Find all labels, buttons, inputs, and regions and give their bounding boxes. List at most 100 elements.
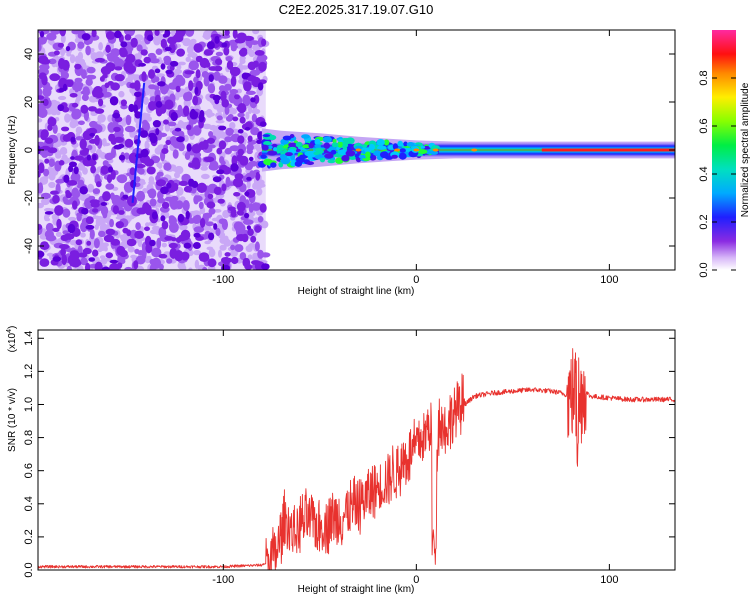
noise-speckle (149, 134, 158, 144)
noise-speckle (169, 60, 179, 67)
noise-speckle (118, 210, 125, 215)
noise-speckle (136, 44, 143, 52)
y-tick-label: 0.8 (23, 430, 35, 445)
noise-speckle (109, 262, 120, 270)
noise-speckle (203, 49, 214, 56)
noise-speckle (194, 259, 200, 269)
noise-speckle (134, 230, 145, 239)
noise-speckle (161, 220, 169, 230)
noise-speckle (142, 115, 150, 121)
noise-speckle (90, 112, 98, 116)
noise-speckle (58, 87, 65, 93)
band-hotspot (471, 148, 478, 152)
noise-speckle (244, 126, 251, 131)
noise-speckle (48, 158, 55, 167)
noise-speckle (190, 108, 196, 118)
noise-speckle (62, 59, 70, 71)
noise-speckle (136, 190, 146, 202)
noise-speckle (239, 155, 249, 166)
noise-speckle (172, 149, 179, 159)
noise-speckle (174, 91, 180, 101)
noise-speckle (94, 91, 104, 99)
noise-speckle (122, 194, 129, 199)
noise-speckle (218, 125, 227, 131)
noise-speckle (224, 147, 232, 155)
noise-speckle (216, 115, 223, 121)
noise-speckle (91, 30, 97, 38)
noise-speckle (208, 232, 215, 241)
noise-speckle (229, 66, 241, 77)
noise-speckle (230, 76, 237, 87)
noise-speckle (237, 112, 245, 118)
noise-speckle (234, 244, 244, 253)
noise-speckle (218, 140, 227, 150)
noise-speckle (115, 221, 125, 229)
noise-speckle (87, 183, 95, 193)
y-tick-label: 40 (23, 48, 35, 60)
noise-speckle (100, 202, 108, 206)
noise-speckle (102, 211, 108, 219)
noise-speckle (121, 118, 127, 127)
noise-speckle (89, 138, 98, 144)
colorbar-tick-label: 0.8 (698, 70, 710, 85)
noise-speckle (208, 248, 216, 258)
noise-speckle (250, 127, 260, 136)
noise-speckle (144, 142, 150, 150)
noise-speckle (155, 128, 160, 136)
noise-speckle (61, 126, 70, 132)
noise-speckle (188, 80, 194, 91)
noise-speckle (49, 99, 59, 109)
noise-speckle (206, 201, 216, 209)
noise-speckle (54, 205, 64, 216)
noise-speckle (202, 34, 209, 39)
noise-speckle (58, 244, 70, 250)
noise-speckle (148, 69, 155, 79)
band-blob (263, 141, 272, 146)
band-blob (319, 157, 326, 163)
noise-speckle (242, 219, 254, 225)
noise-speckle (74, 63, 82, 70)
noise-speckle (103, 142, 111, 147)
noise-speckle (236, 234, 246, 242)
noise-speckle (149, 58, 160, 64)
noise-speckle (233, 192, 241, 197)
noise-speckle (80, 104, 89, 114)
noise-speckle (224, 83, 232, 91)
noise-speckle (206, 137, 215, 144)
band-blob (299, 154, 308, 159)
noise-speckle (216, 169, 225, 175)
noise-speckle (200, 166, 208, 171)
noise-speckle (164, 46, 172, 52)
noise-speckle (246, 225, 251, 231)
noise-speckle (128, 103, 135, 113)
noise-speckle (183, 105, 190, 117)
band-blob (397, 140, 404, 147)
noise-speckle (94, 261, 103, 270)
noise-speckle (126, 65, 137, 74)
noise-speckle (112, 55, 120, 64)
noise-speckle (42, 98, 49, 106)
noise-speckle (247, 254, 253, 260)
noise-speckle (190, 38, 197, 45)
noise-speckle (68, 216, 77, 222)
noise-speckle (248, 243, 256, 248)
band-blob (358, 154, 367, 159)
noise-speckle (82, 147, 90, 154)
noise-speckle (155, 48, 163, 55)
noise-speckle (154, 68, 161, 74)
noise-speckle (86, 159, 97, 167)
noise-speckle (45, 222, 54, 232)
noise-speckle (160, 186, 169, 195)
noise-speckle (167, 121, 177, 127)
noise-speckle (172, 33, 184, 43)
noise-speckle (70, 136, 76, 143)
band-blob (337, 141, 343, 148)
noise-speckle (220, 160, 226, 166)
noise-speckle (149, 239, 156, 247)
noise-speckle (252, 30, 260, 35)
noise-speckle (47, 117, 57, 127)
noise-speckle (202, 139, 209, 150)
noise-speckle (247, 135, 253, 142)
noise-speckle (144, 158, 155, 167)
noise-speckle (244, 162, 253, 171)
